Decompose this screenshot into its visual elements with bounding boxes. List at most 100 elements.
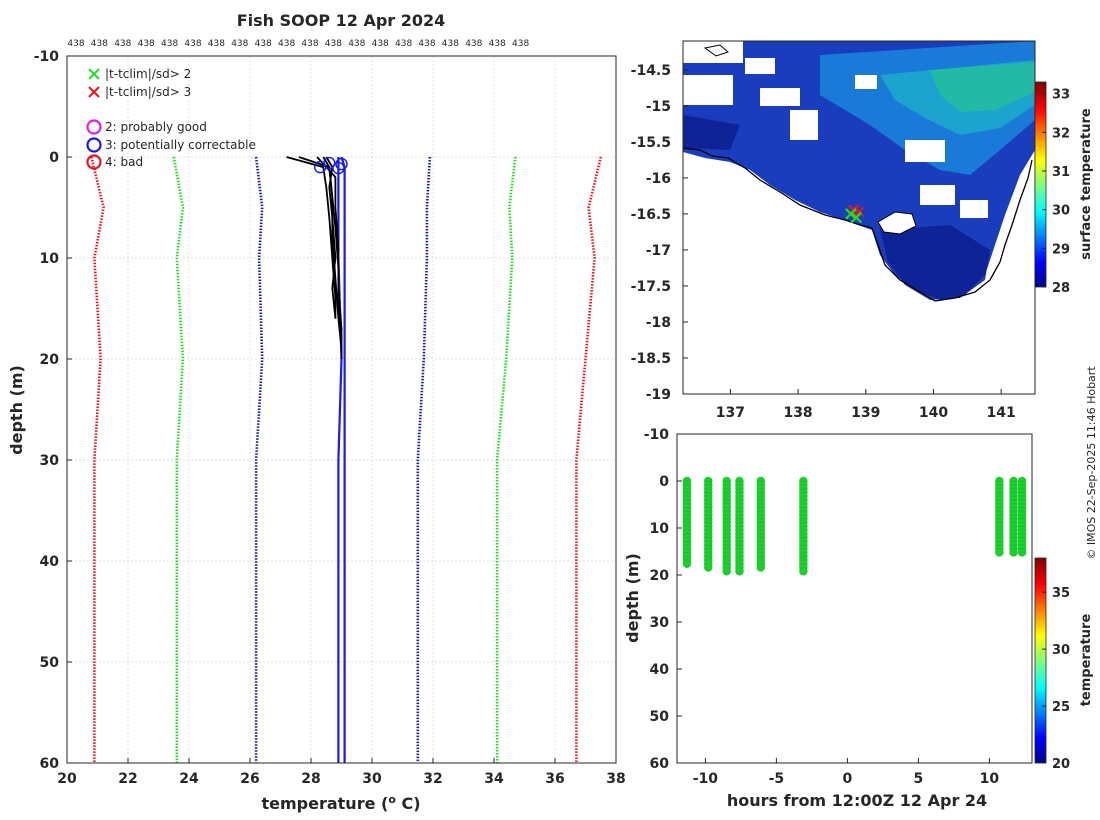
timeline-x-tick-label: 0 (843, 771, 853, 787)
profile-line-black (316, 156, 343, 359)
x-tick-label: 30 (362, 771, 382, 787)
x-tick-label: 38 (606, 771, 625, 787)
timeline-colorbar-label: temperature (1079, 614, 1094, 707)
top-annotation: 438 (91, 39, 108, 49)
map-colorbar-ticks: 28 29 30 31 32 33 (1042, 88, 1070, 296)
top-annotation: 438 (114, 39, 131, 49)
cloud-mask-patch (920, 185, 955, 205)
map-y-tick-label: -18 (646, 315, 671, 331)
map-colorbar-tick-label: 28 (1052, 281, 1070, 296)
profile-line-black (286, 156, 337, 319)
sst-cool-strip (683, 115, 740, 150)
map-colorbar-tick-label: 33 (1052, 88, 1070, 103)
sst-field (683, 41, 1035, 300)
legend-marker-x (88, 68, 100, 80)
top-annotation: 438 (348, 39, 365, 49)
x-tick-label: 28 (301, 771, 320, 787)
timeline-x-tick-label: 5 (914, 771, 924, 787)
timeline-panel: -10 -5 0 5 10 -10 0 10 20 30 40 50 60 20 25 30 35 temp… (623, 427, 1094, 810)
top-annotation: 438 (372, 39, 389, 49)
timeline-axes-box (676, 433, 1033, 764)
top-annotation: 438 (489, 39, 506, 49)
cloud-mask-patch (960, 200, 988, 218)
cloud-mask-patch (905, 140, 945, 162)
sst-cool-patch (880, 225, 990, 300)
timeline-point (722, 567, 731, 576)
top-annotation: 438 (255, 39, 272, 49)
timeline-colorbar-tick-label: 35 (1052, 586, 1070, 601)
map-y-tick-label: -16 (646, 171, 671, 187)
map-colorbar-tick-label: 30 (1052, 204, 1070, 219)
legend-marker-circle (86, 119, 102, 135)
profile-axes-box (66, 55, 617, 764)
timeline-colorbar (1034, 557, 1047, 764)
cloud-mask-patch (683, 41, 743, 63)
flag-circle (335, 157, 348, 171)
profile-line-blue (340, 156, 346, 763)
timeline-x-tick-label: -10 (693, 771, 719, 787)
timeline-y-tick-label: -10 (644, 427, 670, 443)
legend-marker-x (88, 86, 100, 98)
island-outline (877, 211, 917, 235)
map-colorbar-tick-label: 31 (1052, 165, 1070, 180)
climatology-line (90, 156, 105, 763)
top-annotation: 438 (161, 39, 178, 49)
profile-legend: |t-tclim|/sd> 2 |t-tclim|/sd> 3 2: probabl… (86, 67, 256, 170)
flag-circles (313, 156, 348, 175)
timeline-point (735, 567, 744, 576)
legend-label: |t-tclim|/sd> 2 (105, 67, 191, 81)
profile-lines-blue (337, 156, 346, 763)
timeline-y-label: depth (m) (623, 553, 642, 643)
timeline-point (704, 563, 713, 572)
timeline-point (1017, 548, 1027, 557)
map-y-tick-label: -18.5 (631, 351, 671, 367)
timeline-point (995, 548, 1004, 557)
climatology-lines (90, 156, 603, 763)
top-annotation: 438 (208, 39, 225, 49)
profile-lines-black (286, 156, 343, 359)
timeline-colorbar-tick-label: 20 (1052, 757, 1070, 772)
legend-label: |t-tclim|/sd> 3 (105, 85, 191, 99)
top-annotation: 438 (325, 39, 342, 49)
timeline-x-ticks: -10 -5 0 5 10 (693, 758, 999, 787)
timeline-x-tick-label: -5 (769, 771, 785, 787)
timeline-x-label: hours from 12:00Z 12 Apr 24 (727, 791, 987, 810)
top-annotation: 438 (442, 39, 459, 49)
y-tick-label: 40 (40, 554, 60, 570)
map-y-tick-label: -17 (646, 243, 671, 259)
map-marker (853, 205, 865, 218)
cloud-mask-patch (855, 75, 877, 89)
map-x-tick-label: 139 (851, 405, 880, 421)
flag-circle (323, 156, 336, 170)
map-y-tick-label: -16.5 (631, 207, 671, 223)
top-annotation: 438 (395, 39, 412, 49)
x-tick-label: 26 (240, 771, 259, 787)
y-tick-label: 10 (40, 251, 60, 267)
timeline-point (799, 567, 808, 576)
coastline (683, 147, 1033, 302)
profile-x-label: temperature (o C) (261, 793, 420, 813)
timeline-y-tick-label: 20 (650, 568, 670, 584)
legend-label: 2: probably good (105, 120, 207, 134)
timeline-colorbar-tick-label: 30 (1052, 643, 1070, 658)
y-tick-label: 0 (49, 150, 59, 166)
map-x-ticks: 137 138 139 140 141 (716, 389, 1016, 421)
top-annotation: 438 (301, 39, 318, 49)
map-colorbar (1034, 81, 1047, 288)
x-tick-label: 34 (484, 771, 504, 787)
map-marker (845, 208, 857, 220)
timeline-points (682, 476, 1027, 576)
timeline-y-tick-label: 0 (659, 474, 669, 490)
climatology-line (495, 156, 517, 763)
map-x-tick-label: 138 (783, 405, 812, 421)
map-panel: 137 138 139 140 141 -14.5 -15 -15.5 -16 -16.5 -17… (631, 40, 1094, 421)
map-colorbar-tick-label: 32 (1052, 126, 1070, 141)
x-tick-label: 22 (118, 771, 137, 787)
timeline-colorbar-tick-label: 25 (1052, 700, 1070, 715)
cloud-mask-patch (683, 75, 733, 105)
climatology-line (416, 156, 432, 763)
top-annotation: 438 (184, 39, 201, 49)
map-y-tick-label: -17.5 (631, 279, 671, 295)
legend-label: 3: potentially correctable (105, 138, 256, 152)
